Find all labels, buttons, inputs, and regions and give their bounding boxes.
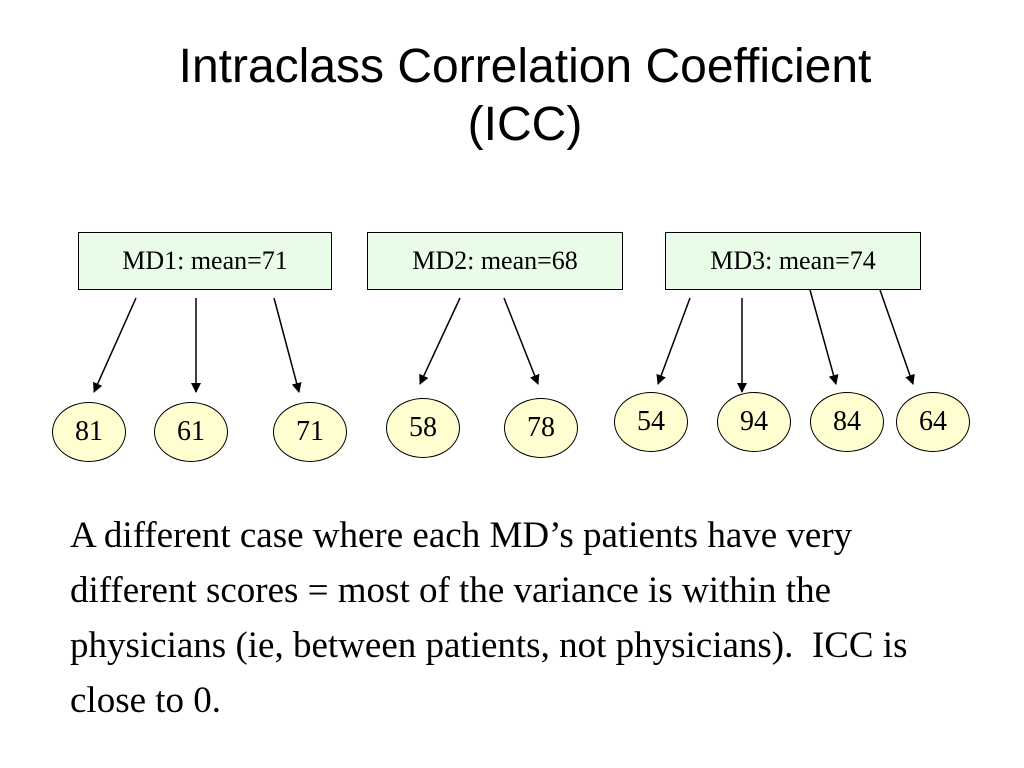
md3-score-oval: 64 bbox=[896, 392, 970, 452]
md2-score-oval: 58 bbox=[386, 398, 460, 458]
md1-score-oval: 61 bbox=[154, 402, 228, 462]
md1-box: MD1: mean=71 bbox=[78, 232, 332, 290]
caption-text: A different case where each MD’s patient… bbox=[70, 515, 917, 721]
md2-box: MD2: mean=68 bbox=[367, 232, 623, 290]
arrow-md3-54 bbox=[656, 297, 691, 385]
md3-score-oval: 94 bbox=[717, 392, 791, 452]
arrow-md2-78 bbox=[503, 297, 540, 385]
slide-title-line-2: (ICC) bbox=[467, 98, 583, 151]
md3-score-oval: 84 bbox=[810, 392, 884, 452]
md1-score-oval: 71 bbox=[273, 402, 347, 462]
md1-score-oval: 81 bbox=[52, 402, 126, 462]
arrow-md3-64 bbox=[879, 289, 915, 385]
arrow-md2-58 bbox=[419, 297, 461, 385]
arrow-md1-71 bbox=[273, 297, 302, 393]
slide-title: Intraclass Correlation Coefficient (ICC) bbox=[0, 38, 1024, 154]
md3-box: MD3: mean=74 bbox=[665, 232, 921, 290]
slide-title-line-1: Intraclass Correlation Coefficient bbox=[178, 40, 872, 93]
arrow-md3-84 bbox=[809, 289, 839, 385]
arrow-md1-81 bbox=[93, 297, 137, 393]
md2-score-oval: 78 bbox=[504, 398, 578, 458]
md3-score-oval: 54 bbox=[614, 392, 688, 452]
